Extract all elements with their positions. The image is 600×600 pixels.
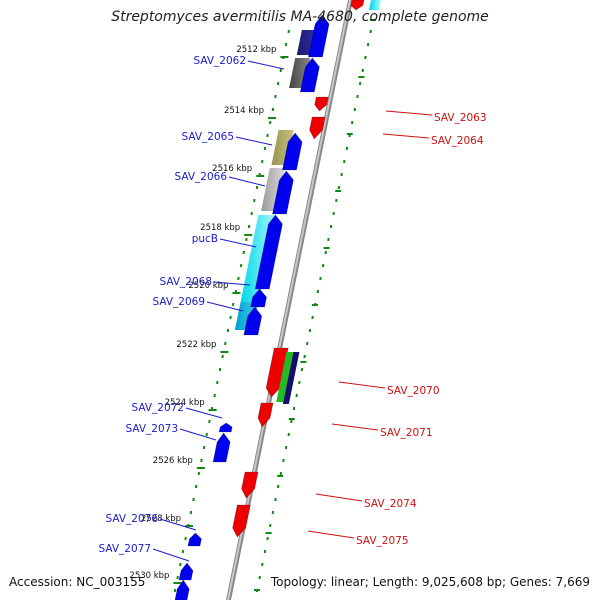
forward-gene-label: SAV_2069 <box>152 296 205 308</box>
forward-gene-label: pucB <box>192 233 218 245</box>
forward-gene-leader <box>206 301 244 312</box>
ruler-label: 2526 kbp <box>153 456 193 466</box>
reverse-gene-arrow <box>241 471 259 499</box>
forward-gene-label: SAV_2076 <box>105 513 158 525</box>
reverse-gene-leader <box>331 423 379 431</box>
ruler-label: 2520 kbp <box>188 281 228 291</box>
forward-gene-leader <box>228 176 266 187</box>
forward-gene-leader <box>185 407 223 419</box>
forward-gene-leader <box>247 60 285 70</box>
genome-stats-label: Topology: linear; Length: 9,025,608 bp; … <box>270 575 590 589</box>
reverse-gene-label: SAV_2070 <box>387 385 440 397</box>
reverse-gene-label: SAV_2071 <box>380 427 433 439</box>
ruler-label: 2516 kbp <box>212 164 252 174</box>
forward-gene-arrow <box>187 532 202 547</box>
reverse-gene-leader <box>382 133 430 139</box>
map-title: Streptomyces avermitilis MA-4680, comple… <box>111 9 489 25</box>
ruler-label: 2522 kbp <box>176 340 216 350</box>
forward-gene-arrow <box>212 432 231 463</box>
reverse-gene-arrow <box>232 504 251 538</box>
shading-band <box>261 168 285 211</box>
reverse-gene-arrow <box>309 116 326 140</box>
forward-gene-leader <box>213 281 251 286</box>
accession-label: Accession: NC_003155 <box>9 575 146 589</box>
forward-gene-arrow <box>218 422 233 433</box>
reverse-gene-leader <box>338 381 386 389</box>
forward-gene-arrow <box>178 562 194 581</box>
shading-band <box>282 352 300 404</box>
forward-gene-label: SAV_2062 <box>193 55 246 67</box>
forward-gene-leader <box>179 428 217 441</box>
forward-gene-label: SAV_2072 <box>131 402 184 414</box>
forward-gene-leader <box>235 136 273 146</box>
ruler-label: 2524 kbp <box>165 398 205 408</box>
forward-gene-label: SAV_2066 <box>174 171 227 183</box>
forward-gene-arrow <box>243 306 263 336</box>
reverse-gene-arrow <box>265 347 289 398</box>
shading-band <box>276 352 294 402</box>
reverse-gene-arrow <box>350 0 365 11</box>
forward-gene-leader <box>159 518 197 531</box>
forward-gene-arrow <box>254 214 283 290</box>
shading-band <box>368 0 381 10</box>
forward-gene-arrow <box>299 57 320 93</box>
reverse-gene-label: SAV_2075 <box>356 535 409 547</box>
forward-gene-arrow <box>250 288 267 308</box>
reverse-gene-arrow <box>257 402 274 428</box>
ruler-label: 2530 kbp <box>129 571 169 581</box>
ruler-label: 2518 kbp <box>200 223 240 233</box>
forward-gene-leader <box>219 238 257 248</box>
forward-gene-leader <box>152 548 190 562</box>
genome-backbone-highlight <box>227 0 351 600</box>
reverse-gene-label: SAV_2074 <box>364 498 417 510</box>
reverse-gene-arrow <box>314 96 329 112</box>
reverse-gene-leader <box>315 493 363 502</box>
ruler-label: 2514 kbp <box>224 106 264 116</box>
forward-gene-arrow <box>174 579 190 600</box>
forward-gene-label: SAV_2077 <box>98 543 151 555</box>
forward-gene-label: SAV_2065 <box>181 131 234 143</box>
reverse-gene-leader <box>307 530 355 539</box>
forward-gene-label: SAV_2068 <box>159 276 212 288</box>
forward-gene-arrow <box>272 170 294 215</box>
forward-gene-arrow <box>282 132 303 171</box>
reverse-gene-label: SAV_2064 <box>431 135 484 147</box>
ruler-label: 2512 kbp <box>236 45 276 55</box>
reverse-gene-label: SAV_2063 <box>434 112 487 124</box>
forward-gene-arrow <box>308 14 330 58</box>
forward-gene-label: SAV_2073 <box>125 423 178 435</box>
reverse-gene-leader <box>385 110 433 116</box>
